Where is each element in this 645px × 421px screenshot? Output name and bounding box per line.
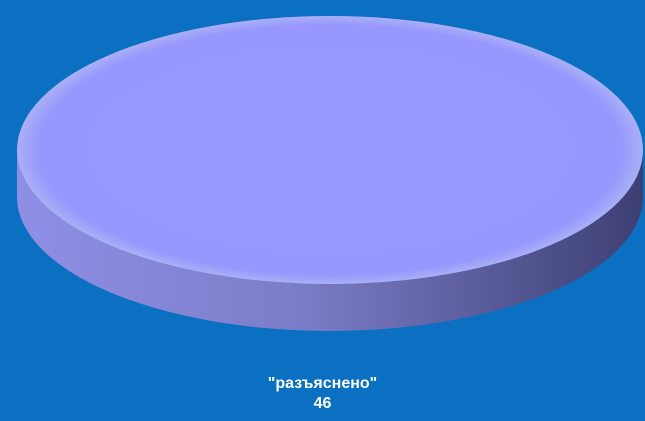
- pie-slices-layer: [17, 16, 643, 331]
- slice-label-value: 46: [313, 395, 332, 412]
- pie-slice-0: [17, 16, 643, 284]
- pie-slice-side-0: [17, 150, 643, 331]
- slice-label-name: "разъяснено": [267, 375, 378, 392]
